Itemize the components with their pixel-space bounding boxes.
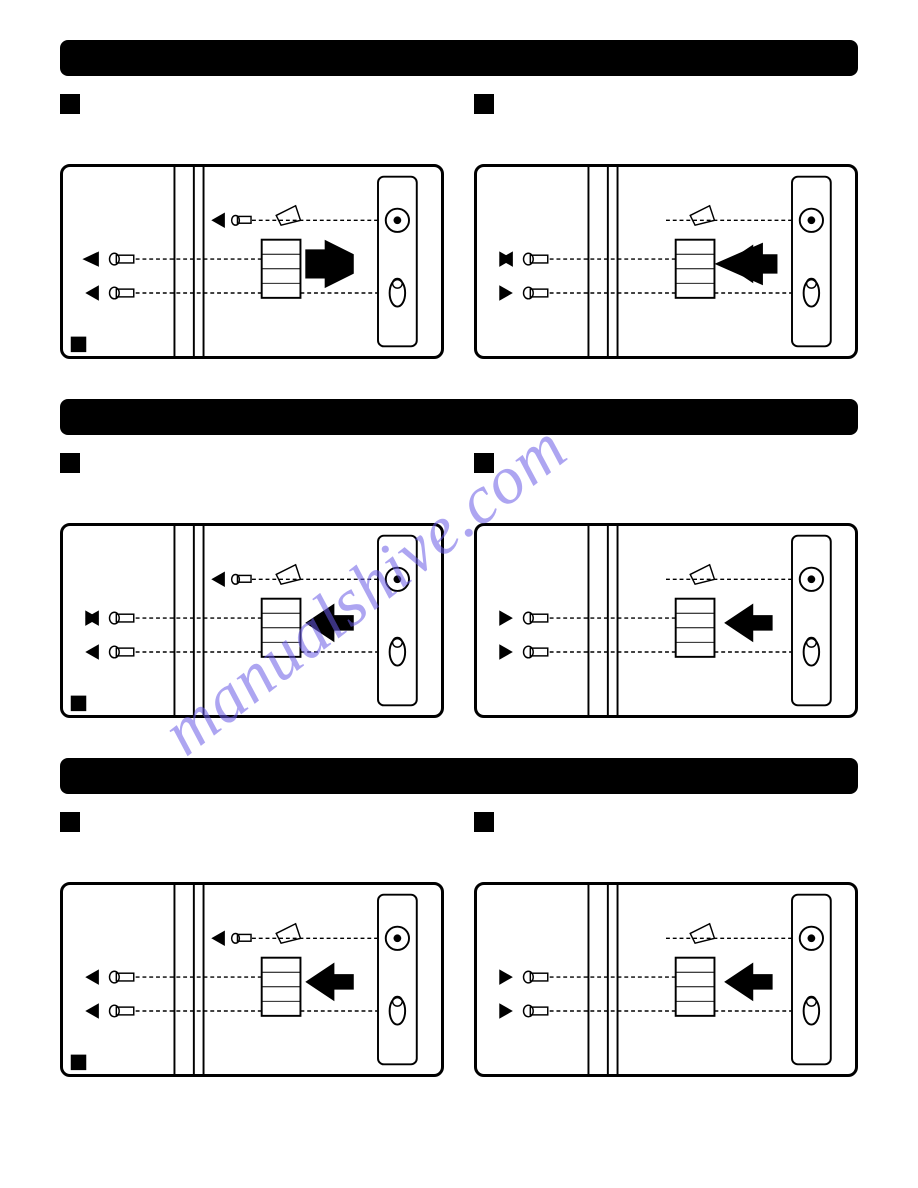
assembly-diagram-install xyxy=(477,885,855,1074)
step-2b xyxy=(474,453,858,718)
step-marker-1b xyxy=(474,94,494,114)
section-header-3 xyxy=(60,758,858,794)
step-marker-2a xyxy=(60,453,80,473)
section-header-2 xyxy=(60,399,858,435)
diagram-remove-3 xyxy=(60,882,444,1077)
diagram-remove-1 xyxy=(60,164,444,359)
diagram-remove-2 xyxy=(60,523,444,718)
diagram-install-3 xyxy=(474,882,858,1077)
step-3a xyxy=(60,812,444,1077)
assembly-diagram-install xyxy=(477,167,855,356)
manual-page xyxy=(0,0,918,1157)
assembly-diagram-remove xyxy=(63,526,441,715)
step-marker-3b xyxy=(474,812,494,832)
step-row-2 xyxy=(60,453,858,718)
diagram-install-1 xyxy=(474,164,858,359)
step-row-1 xyxy=(60,94,858,359)
assembly-diagram-remove xyxy=(63,885,441,1074)
step-row-3 xyxy=(60,812,858,1077)
step-2a xyxy=(60,453,444,718)
step-marker-1a xyxy=(60,94,80,114)
screw-group-3 xyxy=(211,213,378,229)
step-3b xyxy=(474,812,858,1077)
assembly-diagram-remove xyxy=(63,167,441,356)
diagram-install-2 xyxy=(474,523,858,718)
step-1a xyxy=(60,94,444,359)
assembly-diagram-install xyxy=(477,526,855,715)
step-1b xyxy=(474,94,858,359)
screw-group-1 xyxy=(82,251,261,267)
step-marker-2b xyxy=(474,453,494,473)
section-header-1 xyxy=(60,40,858,76)
step-marker-3a xyxy=(60,812,80,832)
